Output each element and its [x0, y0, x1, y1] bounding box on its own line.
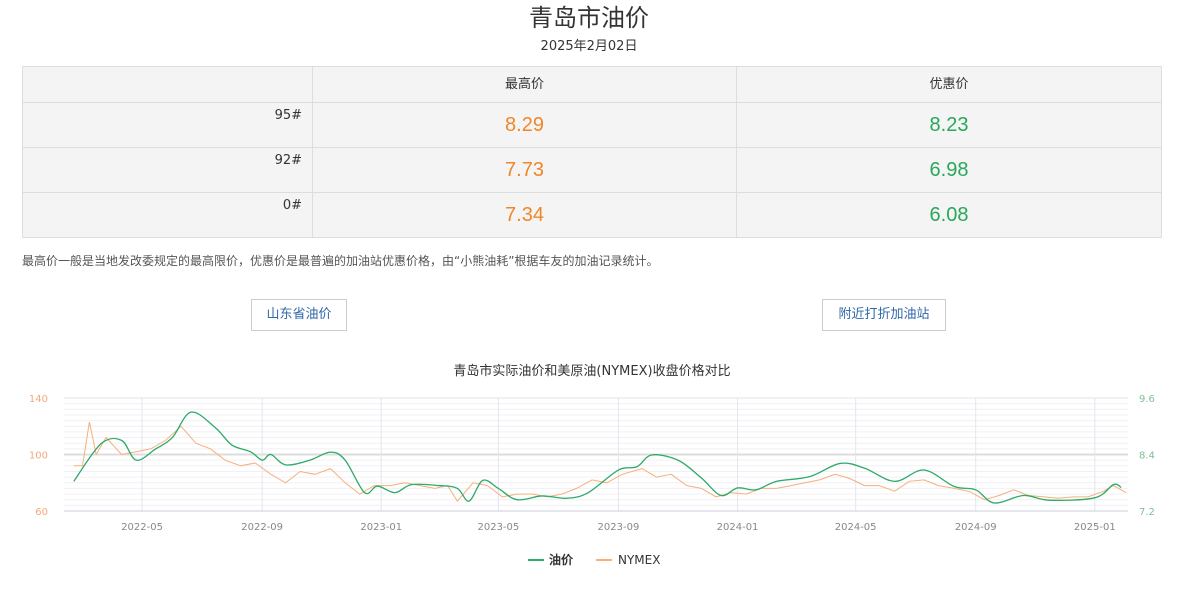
fuel-grade: 0#	[22, 192, 313, 238]
discount-price: 6.98	[736, 147, 1162, 193]
page-title: 青岛市油价	[529, 4, 649, 32]
fuel-grade: 92#	[22, 147, 313, 193]
price-date: 2025年2月02日	[540, 39, 638, 54]
max-price: 7.73	[312, 147, 737, 193]
price-table: 最高价 优惠价 95# 8.29 8.23 92# 7.73 6.98 0# 7…	[22, 66, 1162, 238]
nearby-discount-stations-button[interactable]: 附近打折加油站	[822, 299, 946, 331]
x-tick-label: 2023-01	[360, 522, 402, 533]
y-left-tick-label: 100	[29, 451, 48, 462]
legend-item-nymex[interactable]: NYMEX	[596, 553, 660, 567]
y-right-tick-label: 9.6	[1139, 394, 1155, 405]
table-row: 92# 7.73 6.98	[22, 147, 1162, 193]
max-price: 7.34	[312, 192, 737, 238]
x-tick-label: 2024-05	[835, 522, 877, 533]
x-tick-label: 2022-09	[241, 522, 283, 533]
legend-item-oil[interactable]: 油价	[528, 552, 574, 567]
y-right-tick-label: 7.2	[1139, 507, 1155, 518]
price-note: 最高价一般是当地发改委规定的最高限价，优惠价是最普遍的加油站优惠价格，由“小熊油…	[22, 254, 659, 268]
discount-price: 8.23	[736, 102, 1162, 148]
shandong-price-button[interactable]: 山东省油价	[251, 299, 347, 331]
legend: 油价 NYMEX	[528, 552, 660, 567]
x-tick-label: 2024-09	[955, 522, 997, 533]
x-tick-label: 2023-05	[477, 522, 519, 533]
x-tick-label: 2025-01	[1074, 522, 1116, 533]
nymex-series-line	[73, 421, 1127, 502]
y-left-tick-label: 140	[29, 394, 48, 405]
header-grade	[22, 66, 313, 103]
header-max-price: 最高价	[312, 66, 737, 103]
x-tick-label: 2023-09	[598, 522, 640, 533]
chart-title: 青岛市实际油价和美原油(NYMEX)收盘价格对比	[453, 363, 730, 379]
legend-nymex-label: NYMEX	[618, 553, 660, 567]
price-comparison-chart: 青岛市实际油价和美原油(NYMEX)收盘价格对比 2022-05 2022-09 2…	[29, 363, 1155, 567]
x-tick-label: 2024-01	[717, 522, 759, 533]
legend-oil-label: 油价	[549, 552, 574, 567]
x-tick-label: 2022-05	[121, 522, 163, 533]
y-right-tick-label: 8.4	[1139, 451, 1155, 462]
oil-price-series-line	[73, 411, 1122, 504]
header-discount-price: 优惠价	[736, 66, 1162, 103]
discount-price: 6.08	[736, 192, 1162, 238]
y-left-tick-label: 60	[35, 507, 48, 518]
table-header-row: 最高价 优惠价	[22, 66, 1162, 103]
fuel-grade: 95#	[22, 102, 313, 148]
max-price: 8.29	[312, 102, 737, 148]
table-row: 95# 8.29 8.23	[22, 102, 1162, 148]
table-row: 0# 7.34 6.08	[22, 192, 1162, 238]
